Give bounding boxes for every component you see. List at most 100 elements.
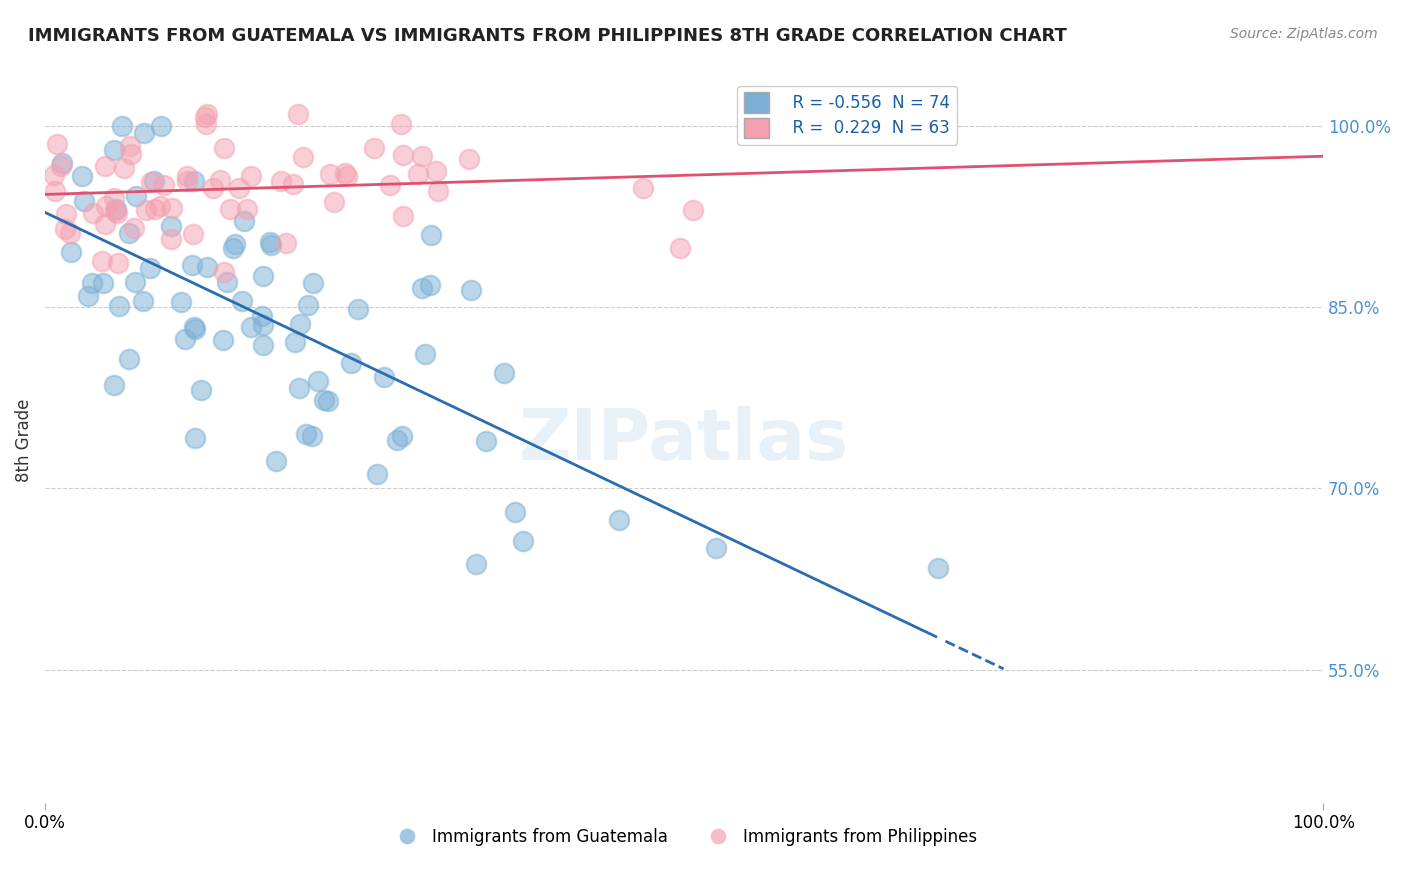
Point <box>425 164 447 178</box>
Point <box>259 235 281 249</box>
Point <box>290 318 312 332</box>
Point <box>111 119 134 133</box>
Point <box>419 227 441 242</box>
Point <box>131 293 153 308</box>
Point <box>135 203 157 218</box>
Point <box>276 235 298 250</box>
Point <box>319 167 342 181</box>
Point <box>94 159 117 173</box>
Point <box>118 226 141 240</box>
Point <box>125 189 148 203</box>
Point <box>55 221 77 235</box>
Legend:   R = -0.556  N = 74,   R =  0.229  N = 63: R = -0.556 N = 74, R = 0.229 N = 63 <box>737 86 957 145</box>
Point <box>503 506 526 520</box>
Point <box>307 374 329 388</box>
Point <box>107 256 129 270</box>
Point <box>336 169 359 184</box>
Point <box>346 301 368 316</box>
Point <box>183 320 205 334</box>
Point <box>120 146 142 161</box>
Point <box>183 174 205 188</box>
Point <box>170 294 193 309</box>
Point <box>475 434 498 448</box>
Point <box>217 276 239 290</box>
Point <box>411 281 433 295</box>
Point <box>297 298 319 312</box>
Point <box>82 276 104 290</box>
Point <box>231 293 253 308</box>
Point <box>55 206 77 220</box>
Point <box>411 149 433 163</box>
Point <box>51 156 73 170</box>
Point <box>465 557 488 571</box>
Point <box>176 174 198 188</box>
Point <box>260 238 283 252</box>
Point <box>122 221 145 235</box>
Point <box>669 241 692 255</box>
Point <box>239 320 262 334</box>
Point <box>70 169 93 183</box>
Point <box>363 141 385 155</box>
Point <box>427 185 450 199</box>
Point <box>208 173 231 187</box>
Point <box>181 227 204 241</box>
Point <box>51 159 73 173</box>
Point <box>139 175 162 189</box>
Point <box>413 346 436 360</box>
Point <box>301 428 323 442</box>
Point <box>391 429 413 443</box>
Point <box>160 201 183 215</box>
Point <box>150 119 173 133</box>
Point <box>160 219 183 234</box>
Point <box>211 333 233 347</box>
Point <box>82 206 104 220</box>
Point <box>104 203 127 218</box>
Point <box>380 178 402 192</box>
Point <box>90 253 112 268</box>
Point <box>124 276 146 290</box>
Point <box>385 434 408 448</box>
Point <box>389 117 412 131</box>
Point <box>103 143 125 157</box>
Point <box>301 276 323 290</box>
Point <box>180 258 202 272</box>
Point <box>212 141 235 155</box>
Point <box>91 276 114 290</box>
Point <box>373 370 395 384</box>
Text: ZIPatlas: ZIPatlas <box>519 406 849 475</box>
Point <box>149 199 172 213</box>
Point <box>118 351 141 366</box>
Point <box>366 467 388 481</box>
Point <box>108 299 131 313</box>
Point <box>233 214 256 228</box>
Point <box>174 333 197 347</box>
Point <box>105 206 128 220</box>
Point <box>607 512 630 526</box>
Point <box>214 265 236 279</box>
Point <box>224 236 246 251</box>
Point <box>94 199 117 213</box>
Y-axis label: 8th Grade: 8th Grade <box>15 399 32 482</box>
Point <box>288 381 311 395</box>
Point <box>240 169 263 183</box>
Point <box>316 393 339 408</box>
Point <box>287 106 309 120</box>
Point <box>184 322 207 336</box>
Point <box>132 127 155 141</box>
Text: IMMIGRANTS FROM GUATEMALA VS IMMIGRANTS FROM PHILIPPINES 8TH GRADE CORRELATION C: IMMIGRANTS FROM GUATEMALA VS IMMIGRANTS … <box>28 27 1067 45</box>
Point <box>44 184 66 198</box>
Point <box>292 150 315 164</box>
Point <box>228 181 250 195</box>
Point <box>42 168 65 182</box>
Point <box>236 202 259 216</box>
Point <box>195 260 218 274</box>
Point <box>73 194 96 208</box>
Point <box>103 191 125 205</box>
Point <box>153 178 176 192</box>
Point <box>391 209 413 223</box>
Point <box>392 147 415 161</box>
Point <box>176 169 198 183</box>
Point <box>408 167 430 181</box>
Point <box>252 338 274 352</box>
Point <box>252 268 274 283</box>
